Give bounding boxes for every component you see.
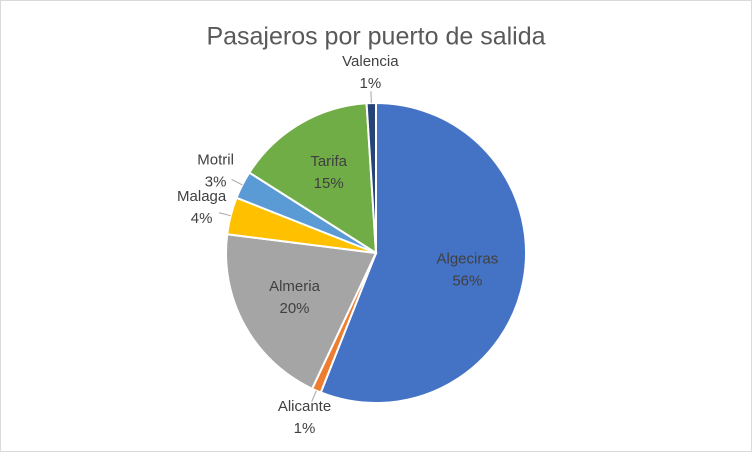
chart-title: Pasajeros por puerto de salida (206, 23, 545, 51)
leader-line (218, 212, 231, 217)
leader-line (231, 179, 243, 186)
data-label-value: 56% (452, 272, 482, 289)
data-label-name: Valencia (342, 53, 399, 70)
data-label-name: Motril (197, 151, 234, 168)
data-label-value: 3% (205, 173, 227, 190)
pie-slice (247, 102, 378, 255)
leader-line (311, 390, 317, 402)
pie-slice (225, 233, 378, 391)
pie-slice (319, 101, 527, 404)
data-label-value: 20% (279, 300, 309, 317)
data-label-value: 15% (314, 175, 344, 192)
data-label-name: Tarifa (310, 153, 347, 170)
data-label-name: Malaga (177, 188, 227, 205)
data-label-value: 1% (294, 420, 316, 437)
data-label-name: Alicante (278, 398, 331, 415)
data-label-name: Algeciras (437, 250, 499, 267)
data-label-value: 4% (191, 210, 213, 227)
data-label-name: Almeria (269, 278, 321, 295)
data-label-value: 1% (360, 75, 382, 92)
